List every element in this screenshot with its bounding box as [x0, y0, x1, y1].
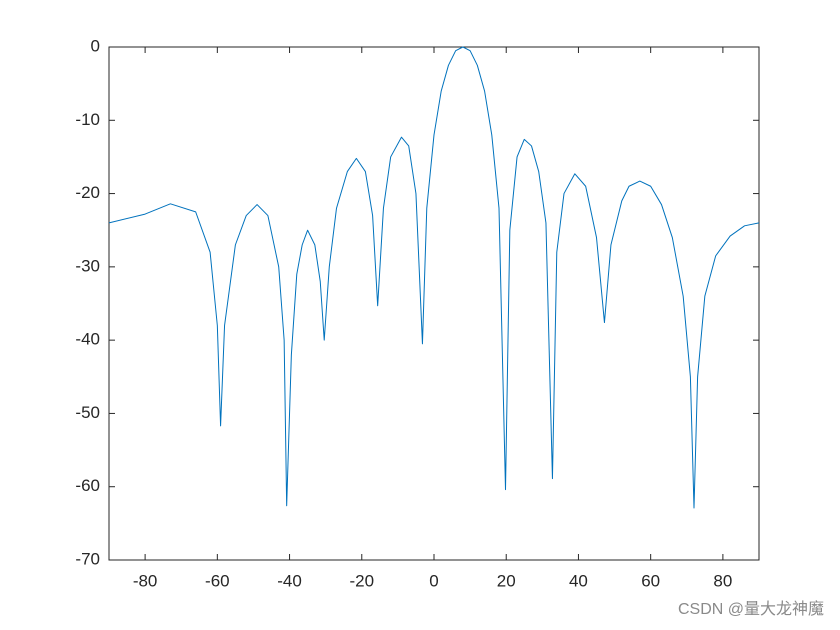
x-tick-label: 0	[429, 571, 438, 590]
watermark: CSDN @量大龙神魔	[678, 600, 824, 618]
x-tick-label: 60	[641, 571, 660, 590]
y-tick-label: 0	[91, 36, 100, 55]
x-tick-label: 80	[713, 571, 732, 590]
plot-box	[108, 46, 760, 561]
x-tick-label: 20	[497, 571, 516, 590]
x-tick-label: -60	[205, 571, 230, 590]
y-tick-label: -20	[75, 183, 100, 202]
x-tick-label: -20	[349, 571, 374, 590]
line-series	[108, 46, 760, 509]
x-tick-label: -40	[277, 571, 302, 590]
y-tick-label: -40	[75, 330, 100, 349]
y-tick-label: -60	[75, 476, 100, 495]
y-tick-label: -10	[75, 110, 100, 129]
y-tick-label: -50	[75, 403, 100, 422]
y-tick-label: -30	[75, 256, 100, 275]
x-tick-label: -80	[133, 571, 158, 590]
y-tick-label: -70	[75, 549, 100, 568]
x-tick-label: 40	[569, 571, 588, 590]
